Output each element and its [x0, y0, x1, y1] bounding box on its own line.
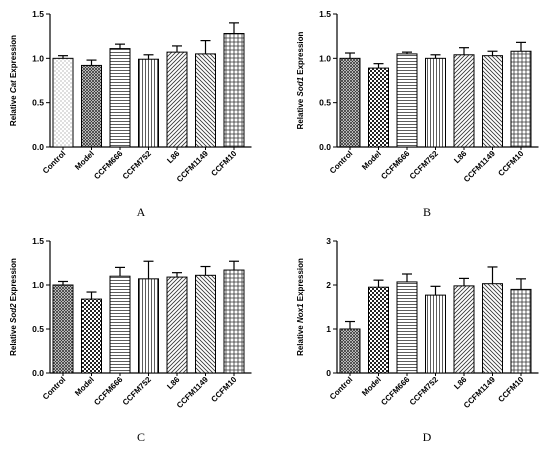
panel-b-ylabel-suffix: Expression: [296, 31, 305, 76]
panel-a-ylabel-gene: Cat: [9, 80, 18, 93]
panel-label-d: D: [423, 430, 432, 444]
panel-d-ytick-label: 3: [326, 236, 331, 246]
panel-c-category-label: CCFM666: [92, 375, 125, 408]
panel-d-bar: [482, 283, 503, 374]
panel-d-ylabel-suffix: Expression: [296, 258, 305, 303]
panel-c: 0.0 0.5 1.0 1.5 Relative Sod2 Expression Cont…: [9, 236, 252, 410]
panel-d-ylabel-gene: Nox1: [296, 303, 305, 323]
panel-d-category-label: L86: [452, 375, 469, 392]
panel-a-bar: [109, 48, 131, 148]
panel-d-bar: [339, 328, 361, 374]
panel-b-ytick-label: 0.0: [319, 142, 331, 152]
panel-c-ytick-label: 0.0: [32, 368, 44, 378]
panel-b-ytick-label: 1.5: [319, 9, 331, 19]
panel-d-ytick-label: 0: [326, 368, 331, 378]
panel-c-bar: [223, 269, 245, 374]
panel-d-bar: [368, 286, 389, 374]
panel-a-category-label: CCFM666: [92, 149, 125, 182]
panel-b-category-label: CCFM10: [496, 149, 525, 178]
panel-c-category-label: Model: [73, 375, 96, 398]
panel-d-category-label: CCFM10: [496, 375, 525, 404]
panel-c-ylabel-suffix: Expression: [9, 258, 18, 303]
panel-b-bar: [396, 53, 418, 148]
panel-a-bar: [223, 33, 245, 148]
panel-d-bar: [510, 288, 532, 374]
panel-b-category-label: CCFM1149: [462, 149, 497, 184]
panel-b-ytick-label: 1.0: [319, 53, 331, 63]
panel-a-y-axis-label: Relative Cat Expression: [9, 35, 18, 126]
panel-label-c: C: [137, 430, 145, 444]
panel-c-category-label: L86: [165, 375, 182, 392]
panel-a-category-label: CCFM752: [121, 149, 154, 182]
panel-b-bar: [339, 57, 361, 148]
panel-c-ytick-label: 1.5: [32, 236, 44, 246]
panel-a-ylabel-suffix: Expression: [9, 35, 18, 80]
panel-a-ytick-label: 1.5: [32, 9, 44, 19]
panel-label-a: A: [137, 205, 146, 219]
panel-a-bar: [195, 53, 216, 148]
panel-a-bar: [52, 57, 74, 148]
panel-c-ylabel-gene: Sod2: [9, 303, 18, 323]
panel-a-ylabel-prefix: Relative: [9, 93, 18, 126]
panel-d-category-label: Model: [360, 375, 383, 398]
panel-b-bar: [482, 55, 503, 148]
panel-c-category-label: CCFM752: [121, 375, 154, 408]
panel-a-ytick-label: 0.0: [32, 142, 44, 152]
panel-d-ytick-label: 2: [326, 280, 331, 290]
panel-b-y-axis-label: Relative Sod1 Expression: [296, 31, 305, 129]
panel-a-ytick-label: 0.5: [32, 98, 44, 108]
panel-c-y-axis-label: Relative Sod2 Expression: [9, 258, 18, 356]
panel-b-ytick-label: 0.5: [319, 98, 331, 108]
panel-a-category-label: CCFM10: [209, 149, 238, 178]
panel-d-bar: [425, 294, 446, 374]
panel-d-y-axis-label: Relative Nox1 Expression: [296, 258, 305, 356]
panel-a-bar: [138, 58, 159, 148]
panel-d-bar: [396, 281, 418, 374]
panel-b-category-label: Model: [360, 149, 383, 172]
panel-b-bar: [510, 50, 532, 148]
panel-a-category-label: CCFM1149: [175, 149, 210, 184]
panel-c-bar: [138, 278, 159, 374]
panel-a-ytick-label: 1.0: [32, 53, 44, 63]
panel-c-ytick-label: 0.5: [32, 324, 44, 334]
panel-b-category-label: CCFM752: [408, 149, 441, 182]
panel-a-category-label: L86: [165, 149, 182, 166]
panel-b-ylabel-gene: Sod1: [296, 76, 305, 96]
panel-d-category-label: CCFM1149: [462, 375, 497, 410]
panel-b-ylabel-prefix: Relative: [296, 97, 305, 130]
panel-c-bar: [195, 274, 216, 374]
panel-label-b: B: [423, 205, 431, 219]
panel-b-bar: [453, 54, 475, 148]
panel-c-bar: [52, 284, 74, 374]
panel-a-category-label: Control: [41, 149, 67, 175]
panel-b: 0.0 0.5 1.0 1.5 Relative Sod1 Expression Cont…: [296, 9, 539, 184]
panel-b-bar: [368, 67, 389, 148]
panel-a-bar: [166, 51, 188, 148]
panel-c-category-label: Control: [41, 375, 67, 401]
panel-d: 0 1 2 3 Relative Nox1 Expression Control Model…: [296, 236, 539, 410]
panel-b-category-label: Control: [328, 149, 354, 175]
panel-a-category-label: Model: [73, 149, 96, 172]
panel-d-bar: [453, 285, 475, 374]
panel-a: 0.0 0.5 1.0 1.5 Relative Cat Expression Contr…: [9, 9, 252, 184]
panel-d-category-label: CCFM752: [408, 375, 441, 408]
panel-d-category-label: Control: [328, 375, 354, 401]
panel-c-ylabel-prefix: Relative: [9, 323, 18, 356]
panel-a-bar: [81, 64, 102, 148]
panel-d-ylabel-prefix: Relative: [296, 323, 305, 356]
panel-b-category-label: L86: [452, 149, 469, 166]
panel-c-bar: [166, 276, 188, 374]
panel-c-bar: [109, 275, 131, 374]
panel-d-ytick-label: 1: [326, 324, 331, 334]
panel-c-ytick-label: 1.0: [32, 280, 44, 290]
panel-c-category-label: CCFM10: [209, 375, 238, 404]
panel-c-category-label: CCFM1149: [175, 375, 210, 410]
panel-b-bar: [425, 57, 446, 148]
panel-c-bar: [81, 298, 102, 374]
panel-d-category-label: CCFM666: [379, 375, 412, 408]
panel-b-category-label: CCFM666: [379, 149, 412, 182]
